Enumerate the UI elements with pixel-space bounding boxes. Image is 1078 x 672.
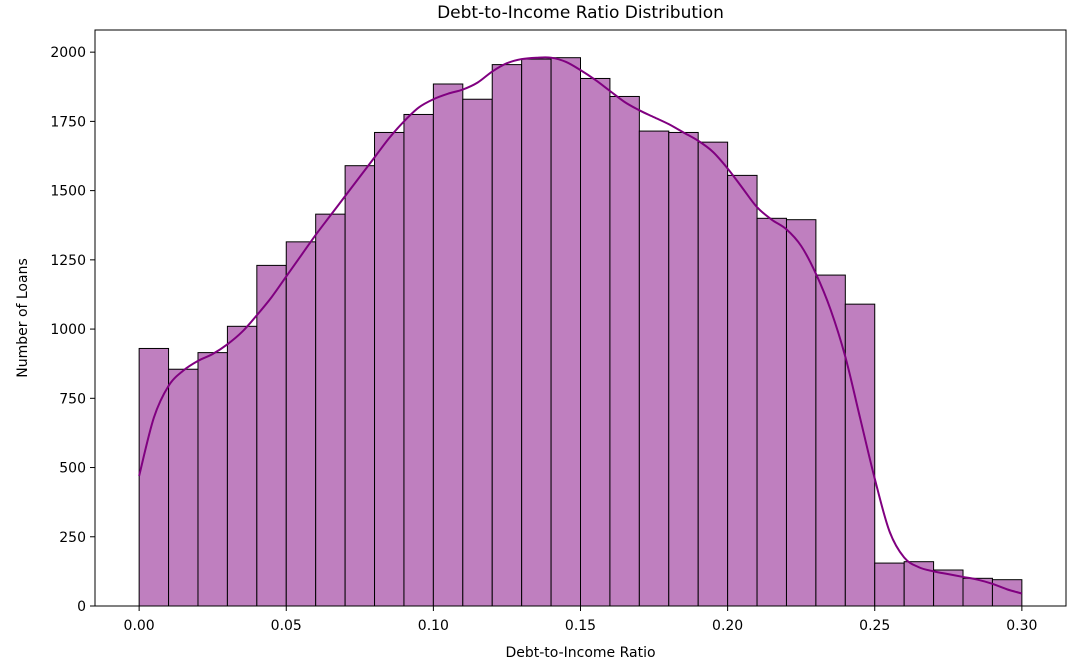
y-tick-label: 1750 bbox=[50, 114, 86, 130]
histogram-bar bbox=[727, 174, 758, 607]
histogram-bar bbox=[785, 219, 817, 607]
histogram-bar bbox=[403, 113, 434, 607]
histogram-bar bbox=[462, 98, 493, 607]
y-tick-label: 1000 bbox=[50, 322, 86, 338]
y-tick-label: 500 bbox=[59, 461, 86, 477]
histogram-bar bbox=[874, 562, 905, 607]
x-axis-ticks: 0.00 0.05 0.10 0.15 0.20 0.25 0.30 bbox=[124, 606, 1037, 634]
histogram-bar bbox=[815, 274, 846, 607]
histogram-bar bbox=[844, 303, 876, 607]
histogram-bar bbox=[668, 131, 699, 607]
y-tick-label: 1500 bbox=[50, 184, 86, 200]
histogram-bar bbox=[374, 131, 405, 607]
histogram-bar bbox=[285, 241, 317, 607]
histogram-bar bbox=[697, 141, 729, 607]
histogram-bar bbox=[315, 213, 346, 607]
chart-title: Debt-to-Income Ratio Distribution bbox=[437, 3, 724, 23]
histogram-bar bbox=[580, 77, 611, 607]
x-tick-label: 0.15 bbox=[565, 618, 596, 634]
histogram-bar bbox=[903, 561, 935, 607]
histogram-bar bbox=[168, 368, 199, 607]
histogram-bar bbox=[756, 217, 787, 607]
y-tick-label: 2000 bbox=[50, 45, 86, 61]
x-tick-label: 0.30 bbox=[1006, 618, 1037, 634]
y-axis-label: Number of Loans bbox=[15, 258, 31, 378]
x-tick-label: 0.25 bbox=[859, 618, 890, 634]
x-tick-label: 0.10 bbox=[418, 618, 449, 634]
histogram-bar bbox=[256, 264, 287, 607]
histogram-bar bbox=[550, 57, 581, 607]
x-axis-label: Debt-to-Income Ratio bbox=[505, 645, 655, 661]
y-tick-label: 0 bbox=[77, 599, 86, 615]
histogram-bar bbox=[991, 579, 1023, 607]
histogram-bar bbox=[491, 64, 523, 607]
kde-curve bbox=[138, 56, 1023, 595]
x-tick-label: 0.00 bbox=[124, 618, 155, 634]
histogram-bar bbox=[138, 347, 170, 607]
y-axis-ticks: 0 250 500 750 1000 1250 1500 1750 2000 bbox=[50, 45, 95, 615]
x-tick-label: 0.05 bbox=[271, 618, 302, 634]
y-tick-label: 250 bbox=[59, 530, 86, 546]
histogram-bar bbox=[638, 130, 670, 607]
y-tick-label: 1250 bbox=[50, 253, 86, 269]
x-tick-label: 0.20 bbox=[712, 618, 743, 634]
y-tick-label: 750 bbox=[59, 391, 86, 407]
histogram-bar bbox=[197, 352, 228, 607]
histogram-bar bbox=[344, 165, 376, 607]
histogram-bar bbox=[609, 95, 640, 607]
histogram-bar bbox=[521, 58, 552, 607]
histogram-bar bbox=[226, 325, 258, 607]
histogram-bars bbox=[138, 57, 1023, 607]
histogram-bar bbox=[432, 83, 464, 607]
